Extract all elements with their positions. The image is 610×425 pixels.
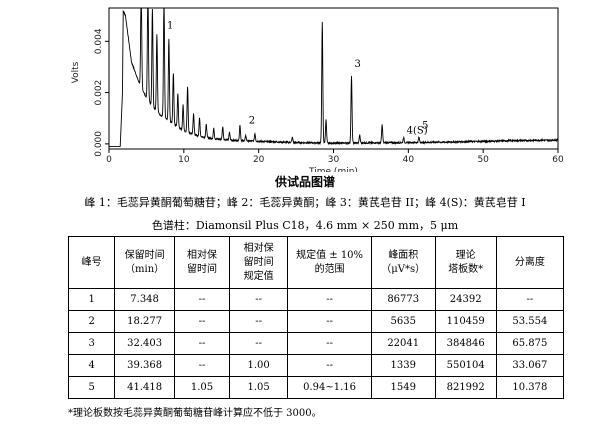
x-axis-title: Time (min) <box>308 167 358 172</box>
column-header-line: 规定值 <box>243 270 274 282</box>
x-tick-label: 20 <box>253 155 265 165</box>
table-row: 2 18.277 -- -- -- 5635 110459 53.554 <box>67 310 565 333</box>
table-cell: -- <box>228 332 289 355</box>
table-cell: 5635 <box>370 310 436 333</box>
table-cell: 22041 <box>370 332 436 355</box>
column-header: 理论塔板数* <box>434 236 497 289</box>
column-header-line: 留时间 <box>186 263 217 275</box>
table-cell: 110459 <box>434 310 497 333</box>
column-header: 峰面积 （μV*s） <box>370 236 436 289</box>
table-cell: -- <box>287 310 372 333</box>
results-table: 峰号 保留时间 （min） 相对保 留时间 相对保 留时间 规定值 规定值 ± 10% 的范围 峰面… <box>67 236 565 399</box>
table-body: 1 7.348 -- -- -- 86773 24392 -- 2 18.277 -- -- -- 563… <box>67 288 565 399</box>
y-axis-title: Volts <box>71 61 81 83</box>
column-header: 峰号 <box>67 236 116 289</box>
table-cell: -- <box>228 288 289 311</box>
table-cell: 24392 <box>434 288 497 311</box>
column-header-line: 保留时间 <box>124 249 165 261</box>
column-header-line: 相对保 <box>243 242 274 254</box>
table-cell: -- <box>228 310 289 333</box>
column-header-line: 规定值 ± 10% <box>296 249 364 261</box>
table-cell: -- <box>287 288 372 311</box>
column-header: 相对保 留时间 <box>173 236 230 289</box>
table-cell: 1 <box>67 288 116 311</box>
table-cell: 32.403 <box>114 332 175 355</box>
peak-label: 3 <box>354 59 360 70</box>
table-cell: -- <box>173 332 230 355</box>
table-cell: 10.378 <box>495 376 565 399</box>
x-tick-label: 0 <box>106 155 112 165</box>
table-cell: 7.348 <box>114 288 175 311</box>
table-cell: 39.368 <box>114 354 175 377</box>
table-row: 1 7.348 -- -- -- 86773 24392 -- <box>67 288 565 311</box>
table-cell: 5 <box>67 376 116 399</box>
table-cell: 86773 <box>370 288 436 311</box>
table-header-row: 峰号 保留时间 （min） 相对保 留时间 相对保 留时间 规定值 规定值 ± 10% 的范围 峰面… <box>67 236 565 289</box>
y-tick-label: 0.004 <box>94 28 104 54</box>
peak-label: 4(S) <box>407 126 428 137</box>
table-cell: 53.554 <box>495 310 565 333</box>
peak-label: 2 <box>249 115 255 126</box>
x-tick-label: 60 <box>552 155 564 165</box>
plot-frame <box>108 7 559 150</box>
column-info-text: 色谱柱：Diamonsil Plus C18，4.6 mm × 250 mm，5… <box>151 219 459 232</box>
peak-label: 5 <box>422 120 428 131</box>
footnote: *理论板数按毛蕊异黄酮葡萄糖苷峰计算应不低于 3000。 <box>68 408 322 419</box>
x-tick-label: 40 <box>403 155 415 165</box>
table-row: 3 32.403 -- -- -- 22041 384846 65.875 <box>67 332 565 355</box>
x-tick-label: 10 <box>178 155 190 165</box>
figure-title: 供试品图谱 <box>274 175 335 189</box>
chromatogram-chart: 0 10 20 30 40 50 60 0.000 0.002 0.004 Time (min) Vo… <box>71 7 564 172</box>
column-header: 规定值 ± 10% 的范围 <box>287 236 372 289</box>
column-header: 保留时间 （min） <box>114 236 175 289</box>
column-header-line: 塔板数* <box>448 263 484 275</box>
table-cell: 65.875 <box>495 332 565 355</box>
table-cell: 41.418 <box>114 376 175 399</box>
peak-legend-text: 峰 1：毛蕊异黄酮葡萄糖苷；峰 2：毛蕊异黄酮；峰 3：黄芪皂苷 II；峰 4(… <box>84 196 526 209</box>
table-cell: 33.067 <box>495 354 565 377</box>
table-cell: -- <box>287 332 372 355</box>
column-header-line: （min） <box>125 263 165 275</box>
table-cell: 1549 <box>370 376 436 399</box>
table-row: 5 41.418 1.05 1.05 0.94~1.16 1549 821992 10.378 <box>67 376 565 399</box>
chromatogram-trace <box>109 7 559 147</box>
x-tick-label: 30 <box>328 155 340 165</box>
x-tick-label: 50 <box>477 155 489 165</box>
y-tick-label: 0.000 <box>94 131 104 157</box>
table-cell: 1.05 <box>173 376 230 399</box>
table-cell: 1.00 <box>228 354 289 377</box>
table-cell: 18.277 <box>114 310 175 333</box>
column-header-line: 分离度 <box>514 256 545 268</box>
table-cell: 1.05 <box>228 376 289 399</box>
table-cell: -- <box>287 354 372 377</box>
table-cell: -- <box>173 310 230 333</box>
table-cell: 2 <box>67 310 116 333</box>
table-cell: -- <box>495 288 565 311</box>
table-cell: 3 <box>67 332 116 355</box>
table-cell: 0.94~1.16 <box>287 376 372 399</box>
column-header: 分离度 <box>495 236 565 289</box>
table-cell: -- <box>173 288 230 311</box>
table-cell: -- <box>173 354 230 377</box>
table-cell: 384846 <box>434 332 497 355</box>
table-cell: 550104 <box>434 354 497 377</box>
table-cell: 821992 <box>434 376 497 399</box>
column-header-line: 的范围 <box>314 263 345 275</box>
table-row: 4 39.368 -- 1.00 -- 1339 550104 33.067 <box>67 354 565 377</box>
column-header: 相对保 留时间 规定值 <box>228 236 289 289</box>
column-header-line: 留时间 <box>243 256 274 268</box>
column-header-line: 峰面积 <box>388 249 419 261</box>
table-cell: 1339 <box>370 354 436 377</box>
column-header-line: 相对保 <box>186 249 217 261</box>
table-cell: 4 <box>67 354 116 377</box>
column-header-line: （μV*s） <box>381 263 426 275</box>
column-header-line: 理论 <box>455 249 476 261</box>
column-header-line: 峰号 <box>81 256 102 268</box>
peak-label: 1 <box>167 21 173 32</box>
y-tick-label: 0.002 <box>94 80 104 106</box>
